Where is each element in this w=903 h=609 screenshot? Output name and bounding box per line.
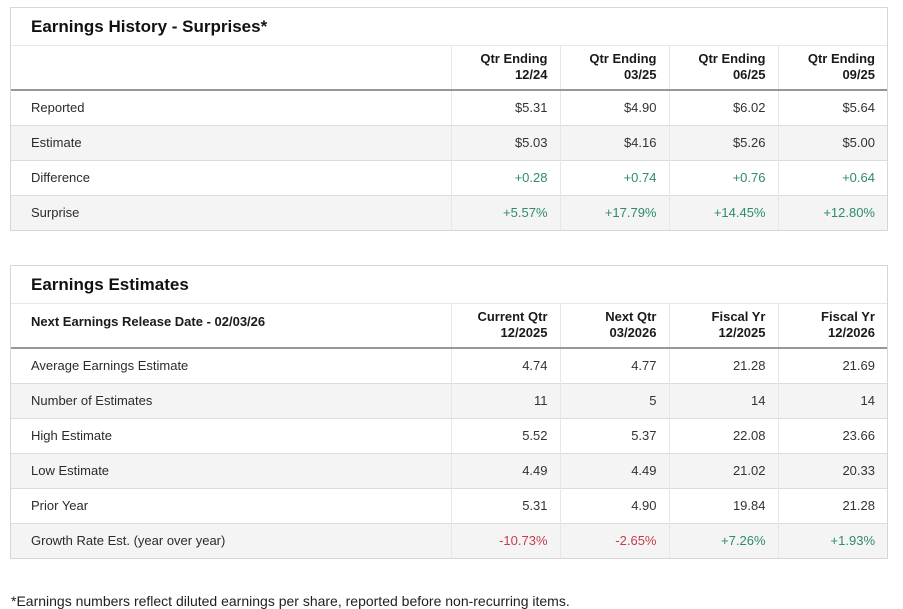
table-row-low-estimate: Low Estimate 4.49 4.49 21.02 20.33 [11,452,887,488]
cell-value: +5.57% [450,194,560,230]
cell-value: 21.69 [777,348,887,383]
row-label: Reported [31,100,85,116]
column-header-qtr-1224: Qtr Ending 12/24 [450,46,560,91]
next-earnings-release-date: Next Earnings Release Date - 02/03/26 [11,304,451,349]
column-header-qtr-0325: Qtr Ending 03/25 [559,46,669,91]
column-header-line1: Fiscal Yr [821,309,875,324]
cell-value: 22.08 [668,417,778,453]
row-label: Estimate [11,124,451,160]
cell-value: +0.74 [559,159,669,195]
cell-value: +1.93% [777,522,887,558]
column-header-line1: Qtr Ending [698,51,766,66]
earnings-history-title: Earnings History - Surprises* [11,8,887,46]
cell-value: $5.26 [668,124,778,160]
cell-value: 4.90 [559,487,669,523]
earnings-history-table: Qtr Ending 12/24 Qtr Ending 03/25 Qtr En… [11,46,887,230]
column-header-line1: Fiscal Yr [711,309,766,324]
cell-value: 5.52 [450,417,560,453]
table-row-high-estimate: High Estimate 5.52 5.37 22.08 23.66 [11,417,887,453]
column-header-current-qtr: Current Qtr 12/2025 [450,304,560,349]
table-row-average-earnings-estimate: Average Earnings Estimate 4.74 4.77 21.2… [11,348,887,383]
cell-value: +0.76 [668,159,778,195]
cell-value: +7.26% [668,522,778,558]
table-row-surprise: Surprise +5.57% +17.79% +14.45% +12.80% [11,194,887,230]
table-row-prior-year: Prior Year 5.31 4.90 19.84 21.28 [11,487,887,523]
cell-value: 4.74 [450,348,560,383]
cell-value: 14 [777,382,887,418]
column-header-line2: 12/2025 [718,325,766,340]
column-header-line2: 12/2025 [500,325,548,340]
column-header-line1: Qtr Ending [480,51,548,66]
cell-value: 5.37 [559,417,669,453]
row-label: Growth Rate Est. (year over year) [11,522,451,558]
column-header-line2: 12/24 [514,67,548,82]
cell-value: $5.03 [450,124,560,160]
cell-value: 21.02 [668,452,778,488]
table-row-reported: Reported $5.31 $4.90 $6.02 $5.64 [11,90,887,125]
cell-value: 4.77 [559,348,669,383]
cell-value: +12.80% [777,194,887,230]
row-label: Difference [11,159,451,195]
footnote: *Earnings numbers reflect diluted earnin… [11,593,570,609]
cell-value: 20.33 [777,452,887,488]
earnings-estimates-header-row: Next Earnings Release Date - 02/03/26 Cu… [11,304,887,349]
table-row-number-of-estimates: Number of Estimates 11 5 14 14 [11,382,887,418]
cell-value: +0.28 [450,159,560,195]
table-row-growth-rate-est: Growth Rate Est. (year over year) -10.73… [11,522,887,558]
row-label: Low Estimate [11,452,451,488]
row-label: High Estimate [11,417,451,453]
column-header-next-qtr: Next Qtr 03/2026 [559,304,669,349]
cell-value: 21.28 [668,348,778,383]
column-header-line1: Next Qtr [605,309,657,324]
row-label: Surprise [11,194,451,230]
column-header-qtr-0925: Qtr Ending 09/25 [777,46,887,91]
cell-value: 11 [450,382,560,418]
cell-value: $5.31 [450,90,560,125]
cell-value: $4.16 [559,124,669,160]
column-header-qtr-0625: Qtr Ending 06/25 [668,46,778,91]
cell-value: -2.65% [559,522,669,558]
header-spacer [11,46,451,91]
cell-value: +0.64 [777,159,887,195]
cell-value: -10.73% [450,522,560,558]
cell-value: 19.84 [668,487,778,523]
column-header-line2: 12/2026 [828,325,875,340]
cell-value: $6.02 [668,90,778,125]
cell-value: $5.64 [777,90,887,125]
column-header-line2: 09/25 [842,67,875,82]
column-header-line1: Qtr Ending [807,51,875,66]
row-label: Average Earnings Estimate [31,358,189,374]
column-header-line2: 03/25 [623,67,657,82]
column-header-fiscal-yr-2025: Fiscal Yr 12/2025 [668,304,778,349]
cell-value: 23.66 [777,417,887,453]
cell-value: 4.49 [559,452,669,488]
cell-value: $5.00 [777,124,887,160]
cell-value: +14.45% [668,194,778,230]
earnings-history-header-row: Qtr Ending 12/24 Qtr Ending 03/25 Qtr En… [11,46,887,91]
cell-value: +17.79% [559,194,669,230]
earnings-history-card: Earnings History - Surprises* Qtr Ending… [10,7,888,231]
cell-value: 4.49 [450,452,560,488]
cell-value: $4.90 [559,90,669,125]
cell-value: 5.31 [450,487,560,523]
column-header-line1: Current Qtr [477,309,548,324]
table-row-difference: Difference +0.28 +0.74 +0.76 +0.64 [11,159,887,195]
table-row-estimate: Estimate $5.03 $4.16 $5.26 $5.00 [11,124,887,160]
column-header-line1: Qtr Ending [589,51,657,66]
column-header-line2: 03/2026 [609,325,657,340]
row-label: Prior Year [11,487,451,523]
earnings-estimates-title: Earnings Estimates [11,266,887,304]
cell-value: 21.28 [777,487,887,523]
cell-value: 14 [668,382,778,418]
row-label: Number of Estimates [11,382,451,418]
earnings-estimates-table: Next Earnings Release Date - 02/03/26 Cu… [11,304,887,558]
cell-value: 5 [559,382,669,418]
earnings-estimates-card: Earnings Estimates Next Earnings Release… [10,265,888,559]
column-header-line2: 06/25 [732,67,766,82]
column-header-fiscal-yr-2026: Fiscal Yr 12/2026 [777,304,887,349]
